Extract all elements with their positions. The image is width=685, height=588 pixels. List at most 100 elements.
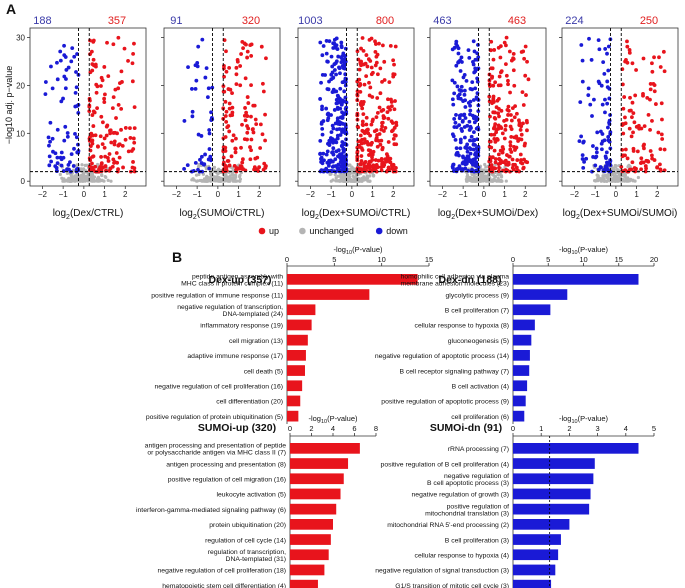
- up-point: [515, 158, 520, 162]
- up-point: [492, 132, 497, 137]
- bar-category-label: regulation of cell cycle (14): [205, 537, 286, 544]
- down-point: [608, 130, 613, 134]
- down-point: [341, 122, 345, 126]
- up-point: [112, 139, 117, 144]
- down-point: [320, 132, 325, 137]
- up-point: [243, 106, 247, 110]
- up-point: [510, 157, 515, 162]
- up-point: [361, 48, 366, 53]
- down-point: [461, 113, 466, 118]
- up-point: [373, 42, 378, 46]
- up-point: [248, 157, 253, 162]
- up-point: [362, 82, 367, 87]
- down-point: [194, 78, 199, 83]
- legend-label: up: [269, 226, 279, 236]
- down-point: [342, 147, 347, 152]
- down-point: [594, 146, 599, 151]
- down-point: [69, 59, 74, 64]
- down-point: [336, 162, 341, 167]
- down-point: [472, 120, 477, 125]
- up-point: [493, 80, 498, 85]
- down-point: [467, 55, 472, 60]
- down-point: [63, 86, 68, 91]
- up-point: [355, 124, 360, 129]
- up-point: [248, 43, 253, 48]
- down-point: [600, 132, 605, 136]
- bar: [513, 395, 526, 407]
- down-point: [472, 138, 477, 142]
- axis-title-rest: (P-value): [352, 245, 383, 254]
- up-point: [360, 119, 365, 124]
- unchanged-point: [498, 172, 502, 176]
- unchanged-point: [476, 175, 480, 179]
- bar: [290, 564, 325, 576]
- down-point: [331, 159, 335, 164]
- x-tick-label: 2: [123, 190, 128, 199]
- unchanged-point: [352, 175, 357, 180]
- bar-category-label: negative regulation of: [444, 473, 509, 480]
- down-point: [461, 160, 466, 165]
- down-point: [328, 136, 333, 140]
- down-point: [454, 113, 458, 117]
- up-point: [493, 139, 498, 144]
- down-point: [596, 79, 601, 84]
- up-point: [360, 128, 365, 133]
- down-point: [58, 49, 63, 54]
- down-point: [321, 151, 326, 156]
- bar: [513, 334, 532, 346]
- up-point: [379, 159, 384, 164]
- up-point: [357, 67, 362, 72]
- up-point: [365, 64, 370, 69]
- down-point: [343, 83, 348, 88]
- down-point: [335, 166, 340, 170]
- down-point: [591, 144, 595, 148]
- unchanged-point: [614, 174, 619, 179]
- down-point: [59, 157, 64, 162]
- up-point: [361, 112, 366, 117]
- up-point: [628, 95, 632, 100]
- up-point: [358, 133, 363, 138]
- down-point: [599, 83, 604, 88]
- y-tick-label: 30: [16, 34, 25, 43]
- x-tick-label: −1: [327, 190, 337, 199]
- up-point: [662, 69, 667, 74]
- up-point: [221, 89, 226, 94]
- down-point: [205, 95, 210, 100]
- up-point: [491, 94, 496, 99]
- down-point: [318, 97, 323, 101]
- up-point: [509, 118, 514, 123]
- down-point: [586, 93, 591, 98]
- up-point: [116, 103, 121, 107]
- x-axis-label-sub: 2: [66, 214, 70, 221]
- x-tick-label: −2: [172, 190, 182, 199]
- down-point: [467, 119, 472, 124]
- up-point: [223, 99, 228, 104]
- down-point: [471, 157, 476, 162]
- up-point: [490, 101, 494, 106]
- bar-tick-label: 5: [546, 255, 550, 264]
- unchanged-point: [636, 175, 640, 180]
- up-point: [503, 123, 508, 128]
- down-point: [333, 157, 338, 162]
- up-point: [230, 105, 235, 110]
- up-point: [104, 133, 109, 138]
- up-point: [650, 153, 654, 158]
- up-point: [241, 167, 246, 171]
- down-point: [329, 77, 334, 82]
- bar: [290, 488, 341, 500]
- bar-category-label: cell death (5): [244, 368, 283, 375]
- down-point: [323, 73, 327, 77]
- down-point: [61, 96, 65, 101]
- unchanged-point: [233, 179, 237, 183]
- bar-tick-label: 10: [377, 255, 385, 264]
- up-point: [520, 161, 525, 166]
- x-axis-label: log2(Dex/CTRL): [53, 208, 124, 221]
- up-point: [130, 79, 135, 84]
- down-point: [459, 127, 464, 131]
- up-point: [367, 153, 371, 157]
- up-point: [657, 55, 661, 60]
- up-point: [377, 132, 382, 136]
- down-point: [605, 79, 610, 84]
- up-point: [509, 127, 514, 132]
- down-point: [582, 159, 586, 164]
